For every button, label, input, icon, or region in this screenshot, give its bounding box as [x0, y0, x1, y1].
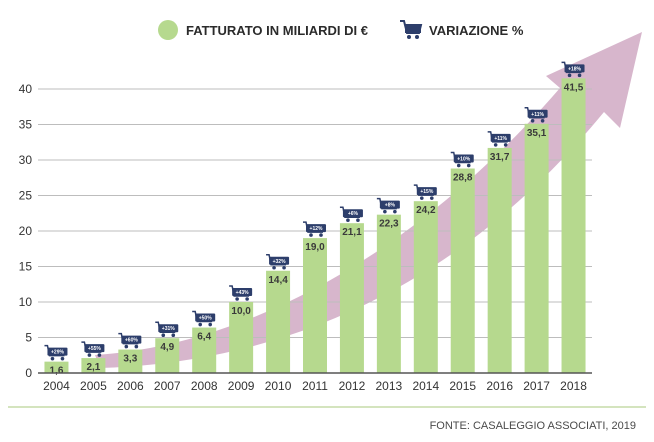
bar [118, 349, 143, 373]
y-tick-label: 15 [19, 260, 33, 274]
variation-label: +60% [125, 338, 138, 344]
x-tick-label: 2007 [154, 379, 181, 393]
cart-icon: +50% [192, 310, 216, 327]
bar [561, 78, 586, 373]
bar-value-label: 28,8 [453, 173, 473, 184]
y-tick-label: 25 [19, 189, 33, 203]
bar-value-label: 1,6 [50, 366, 64, 377]
cart-icon: +43% [229, 285, 253, 301]
bar [81, 358, 106, 373]
variation-label: +50% [199, 316, 212, 322]
cart-icon: +11% [524, 107, 548, 123]
y-tick-label: 40 [19, 82, 33, 96]
cart-icon: +8% [376, 197, 400, 214]
cart-icon: +60% [118, 332, 142, 349]
cart-icon: +12% [303, 221, 326, 237]
x-tick-label: 2004 [43, 379, 70, 393]
x-tick-label: 2010 [265, 379, 292, 393]
bar-value-label: 6,4 [197, 332, 211, 343]
variation-label: +32% [273, 259, 286, 265]
bar-value-label: 21,1 [342, 227, 362, 238]
y-tick-label: 0 [25, 366, 32, 380]
bar [376, 214, 401, 373]
variation-label: +12% [310, 226, 323, 232]
bar [413, 201, 438, 373]
y-tick-label: 30 [19, 153, 33, 167]
cart-icon: +15% [413, 184, 437, 200]
variation-label: +8% [385, 203, 396, 209]
cart-icon: +29% [44, 344, 68, 361]
bar-value-label: 31,7 [490, 152, 510, 163]
bar [229, 302, 254, 373]
bar [155, 338, 180, 373]
legend-cart-icon [400, 20, 423, 39]
variation-label: +29% [51, 350, 64, 356]
cart-icon: +6% [339, 206, 363, 222]
source-note: FONTE: CASALEGGIO ASSOCIATI, 2019 [430, 420, 636, 432]
cart-icon: +10% [450, 151, 474, 168]
bar [487, 147, 512, 373]
variation-label: +43% [236, 290, 249, 296]
variation-label: +15% [420, 189, 433, 195]
x-tick-label: 2014 [412, 379, 439, 393]
variation-label: +55% [88, 346, 101, 352]
bar-value-label: 4,9 [160, 342, 174, 353]
x-tick-label: 2006 [117, 379, 144, 393]
bar-value-label: 10,0 [231, 306, 251, 317]
variation-label: +18% [568, 66, 581, 72]
bar [303, 238, 327, 373]
variation-label: +6% [348, 211, 359, 217]
variation-label: +31% [162, 326, 175, 332]
x-tick-label: 2011 [302, 379, 328, 393]
cart-icon: +11% [487, 131, 511, 147]
bar-value-label: 41,5 [564, 82, 584, 93]
variation-label: +11% [494, 136, 507, 142]
bar-value-label: 19,0 [305, 242, 325, 253]
legend-revenue-swatch [158, 20, 178, 40]
bar [44, 361, 69, 373]
cart-icon: +18% [561, 61, 585, 78]
y-tick-label: 10 [19, 295, 33, 309]
x-tick-label: 2015 [449, 379, 476, 393]
bar-value-label: 2,1 [86, 362, 100, 373]
bar-value-label: 24,2 [416, 205, 436, 216]
x-tick-label: 2005 [80, 379, 107, 393]
x-tick-label: 2016 [486, 379, 513, 393]
trend-arrow-shape [95, 32, 642, 368]
x-tick-label: 2009 [228, 379, 255, 393]
variation-label: +11% [531, 112, 544, 118]
bar-value-label: 14,4 [268, 275, 288, 286]
bar [339, 223, 364, 373]
x-axis: 2004 2005 2006 2007 2008 2009 2010 2011 2012 2013… [38, 372, 592, 393]
y-tick-label: 35 [19, 118, 33, 132]
bar [266, 270, 291, 373]
x-tick-label: 2017 [523, 379, 550, 393]
y-tick-label: 5 [25, 331, 32, 345]
cart-icon: +31% [155, 321, 179, 338]
cart-icon: +32% [266, 254, 290, 270]
x-tick-label: 2018 [560, 379, 587, 393]
legend-variation-label: VARIAZIONE % [429, 23, 524, 38]
y-axis: 0 5 10 15 20 25 30 35 40 [19, 82, 33, 380]
bar [192, 327, 217, 373]
x-tick-label: 2008 [191, 379, 218, 393]
cart-icon: +55% [81, 341, 105, 357]
legend: FATTURATO IN MILIARDI DI € VARIAZIONE % [158, 20, 524, 40]
bar-value-label: 3,3 [123, 354, 137, 365]
bar-value-label: 35,1 [527, 128, 547, 139]
x-tick-label: 2013 [376, 379, 403, 393]
y-tick-label: 20 [19, 224, 33, 238]
bars: 1,6 +29% 2,1 +55% 3,3 +60% 4,9 +31% 6,4 +50% 10,0 +… [44, 61, 586, 377]
bar-value-label: 22,3 [379, 219, 399, 230]
bar [450, 168, 475, 373]
x-tick-label: 2012 [339, 379, 366, 393]
legend-revenue-label: FATTURATO IN MILIARDI DI € [186, 23, 368, 38]
variation-label: +10% [457, 157, 470, 163]
bar [524, 123, 549, 373]
trend-arrow [95, 32, 642, 368]
